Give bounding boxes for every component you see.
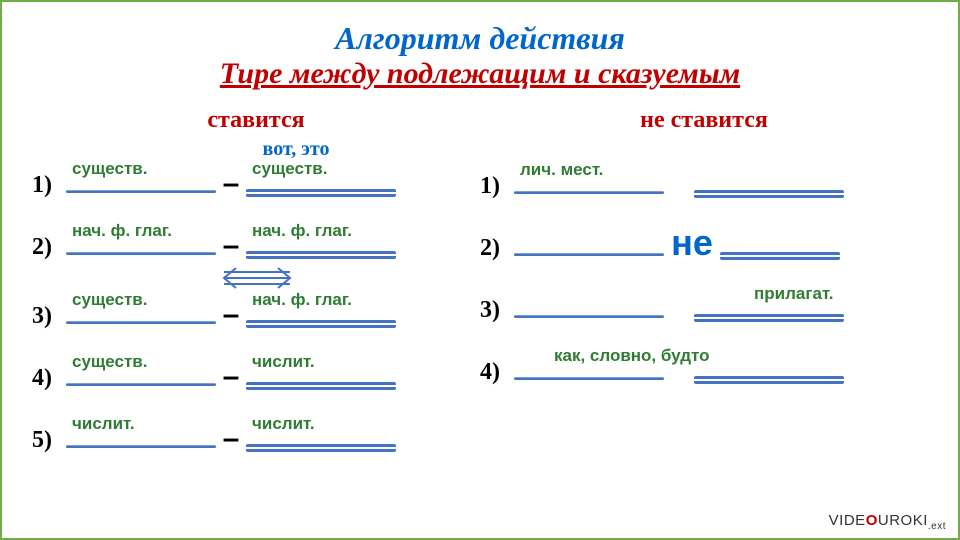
subject-label: нач. ф. глаг. — [72, 221, 172, 241]
left-column: ставится вот, это 1)существ.–существ.2)н… — [32, 107, 480, 478]
dash-separator: – — [216, 360, 246, 394]
predicate-label: нач. ф. глаг. — [252, 290, 352, 310]
row-number: 1) — [32, 172, 66, 201]
subject-label: как, словно, будто — [554, 346, 709, 366]
predicate-label: нач. ф. глаг. — [252, 221, 352, 241]
predicate-label: прилагат. — [754, 284, 833, 304]
predicate-cell: существ. — [246, 161, 396, 201]
predicate-cell — [694, 162, 844, 202]
vot-eto-label: вот, это — [112, 138, 480, 161]
row-number: 5) — [32, 427, 66, 456]
subject-label: существ. — [72, 290, 147, 310]
subject-cell: числит. — [66, 416, 216, 456]
predicate-cell — [694, 348, 844, 388]
subject-cell: лич. мест. — [514, 162, 664, 202]
predicate-cell: нач. ф. глаг. — [246, 223, 396, 263]
subject-cell: как, словно, будто — [514, 348, 664, 388]
predicate-cell: числит. — [246, 416, 396, 456]
subject-cell: существ. — [66, 161, 216, 201]
right-row: 2) не — [480, 224, 928, 264]
left-row: 4) существ. –числит. — [32, 354, 480, 394]
predicate-cell: нач. ф. глаг. — [246, 292, 396, 332]
subject-label: числит. — [72, 414, 135, 434]
left-row: 3) существ. –нач. ф. глаг. — [32, 292, 480, 332]
row-number: 1) — [480, 173, 514, 202]
predicate-label: существ. — [252, 159, 327, 179]
predicate-cell — [720, 224, 840, 264]
left-row: 1)существ.–существ. — [32, 161, 480, 201]
dash-separator: – — [216, 229, 246, 263]
left-row: 2)нач. ф. глаг.–нач. ф. глаг. — [32, 223, 480, 263]
logo: VIDEOUROKI.ext — [829, 512, 946, 532]
dash-separator: – — [216, 167, 246, 201]
predicate-label: числит. — [252, 352, 315, 372]
subject-label: существ. — [72, 159, 147, 179]
subject-label: лич. мест. — [520, 160, 603, 180]
row-number: 2) — [32, 234, 66, 263]
sub-title: Тире между подлежащим и сказуемым — [2, 57, 958, 91]
right-row: 4)как, словно, будто — [480, 348, 928, 388]
right-column: не ставится 1) лич. мест. 2) не 3) прилагат. 4… — [480, 107, 928, 478]
predicate-cell: числит. — [246, 354, 396, 394]
predicate-label: числит. — [252, 414, 315, 434]
right-header: не ставится — [480, 107, 928, 134]
row-number: 4) — [32, 365, 66, 394]
subject-cell: нач. ф. глаг. — [66, 223, 216, 263]
subject-cell: существ. — [66, 354, 216, 394]
predicate-cell: прилагат. — [694, 286, 844, 326]
main-title: Алгоритм действия — [2, 20, 958, 57]
subject-cell: существ. — [66, 292, 216, 332]
subject-label: существ. — [72, 352, 147, 372]
row-number: 3) — [480, 297, 514, 326]
left-row: 5)числит.–числит. — [32, 416, 480, 456]
subject-cell — [514, 286, 664, 326]
right-row: 1) лич. мест. — [480, 162, 928, 202]
row-number: 4) — [480, 359, 514, 388]
dash-separator: – — [216, 298, 246, 332]
dash-separator: – — [216, 422, 246, 456]
row-number: 3) — [32, 303, 66, 332]
subject-cell — [514, 224, 664, 264]
ne-label: не — [664, 222, 720, 264]
left-header: ставится — [32, 107, 480, 134]
row-number: 2) — [480, 235, 514, 264]
right-row: 3) прилагат. — [480, 286, 928, 326]
